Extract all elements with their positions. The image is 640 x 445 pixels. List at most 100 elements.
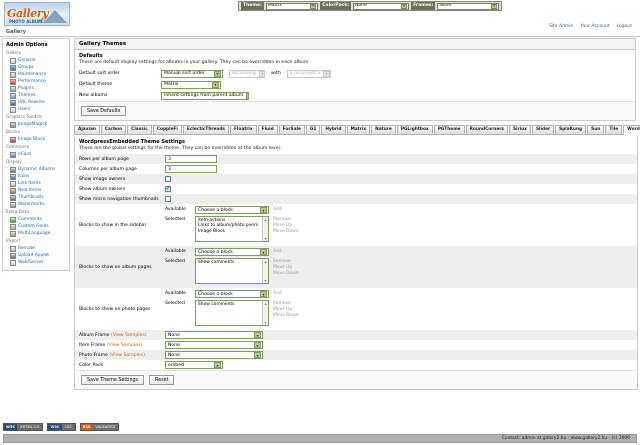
sidebar-item-new-items[interactable]: New Items xyxy=(5,187,67,194)
theme-toolbar-frames-select[interactable]: None ▾ xyxy=(437,2,499,10)
scroll-up-icon[interactable]: ▴ xyxy=(264,259,267,264)
album-blocks-add-button[interactable]: Add xyxy=(273,249,282,254)
photo-blocks-selected-list[interactable]: Show comments ▴ ▾ xyxy=(195,300,269,326)
theme-toolbar-colorpack-select[interactable]: None ▾ xyxy=(353,2,410,10)
reset-button[interactable]: Reset xyxy=(149,375,175,385)
sidebar-item-groups[interactable]: Groups xyxy=(5,64,67,71)
scrollbar[interactable]: ▴ ▾ xyxy=(262,259,268,283)
scroll-down-icon[interactable]: ▾ xyxy=(264,277,267,283)
photo-blocks-move-down-button[interactable]: Move Down xyxy=(273,313,299,318)
album-blocks-available-select[interactable]: Choose a block ▾ xyxy=(195,248,269,256)
album-blocks-move-up-button[interactable]: Move Up xyxy=(273,265,293,270)
tab-hybrid[interactable]: Hybrid xyxy=(321,124,346,134)
badge-rss[interactable]: RSS VALIDATED xyxy=(79,423,120,431)
tab-fluid[interactable]: Fluid xyxy=(257,124,278,134)
album-frame-select[interactable]: None ▾ xyxy=(165,331,263,339)
sort-preset-select[interactable]: a no preset a ▾ xyxy=(286,69,331,78)
sidebar-item-watermarks[interactable]: Watermarks xyxy=(5,201,67,208)
show-album-owners-checkbox[interactable]: ✔ xyxy=(165,185,171,192)
photo-blocks-add-button[interactable]: Add xyxy=(273,291,282,296)
sidebar-item-thumbnails[interactable]: Thumbnails xyxy=(5,194,67,201)
album-blocks-selected-list[interactable]: Show comments ▴ ▾ xyxy=(195,258,269,284)
tab-sun[interactable]: Sun xyxy=(587,124,605,134)
sidebar-item-performance[interactable]: Performance xyxy=(5,78,67,85)
sidebar-item-dynamic-albums[interactable]: Dynamic Albums xyxy=(5,166,67,173)
sidebar-item-plugins[interactable]: Plugins xyxy=(5,85,67,92)
photo-frame-view-samples-link[interactable]: (View Samples) xyxy=(109,352,145,358)
tab-siriux[interactable]: Siriux xyxy=(508,124,531,134)
tab-copplefi[interactable]: CoppleFi xyxy=(152,124,182,134)
photo-blocks-available-select[interactable]: Choose a block ▾ xyxy=(195,290,269,298)
photo-blocks-remove-button[interactable]: Remove xyxy=(273,301,291,306)
scroll-down-icon[interactable]: ▾ xyxy=(264,319,267,325)
sidebar-item-multilanguage[interactable]: MultiLanguage xyxy=(5,230,67,237)
sidebar-item-remote[interactable]: Remote xyxy=(5,245,67,252)
tab-splakung[interactable]: SplaKung xyxy=(555,124,587,134)
sidebar-blocks-available-select[interactable]: Choose a block ▾ xyxy=(195,206,269,214)
scrollbar[interactable]: ▴ ▾ xyxy=(262,217,268,241)
photo-frame-select[interactable]: None ▾ xyxy=(165,351,263,359)
sidebar-item-themes[interactable]: Themes xyxy=(5,92,67,99)
tab-tile[interactable]: Tile xyxy=(605,124,623,134)
sidebar-blocks-remove-button[interactable]: Remove xyxy=(273,217,291,222)
color-pack-select[interactable]: embed ▾ xyxy=(165,361,223,369)
nav-site-admin[interactable]: Site Admin xyxy=(548,24,574,29)
album-frame-view-samples-link[interactable]: (View Samples) xyxy=(110,332,147,338)
tab-matrix[interactable]: Matrix xyxy=(346,124,371,134)
sidebar-item-users[interactable]: Users xyxy=(5,106,67,113)
sidebar-blocks-move-up-button[interactable]: Move Up xyxy=(273,223,293,228)
scroll-up-icon[interactable]: ▴ xyxy=(264,217,267,222)
tab-nature[interactable]: Nature xyxy=(371,124,396,134)
columns-per-album-page-input[interactable]: 3 xyxy=(165,165,217,173)
sidebar-blocks-selected-list[interactable]: item-actions Links to album/photo peers … xyxy=(195,216,269,242)
list-item[interactable]: Show comments xyxy=(198,260,235,265)
breadcrumb[interactable]: Gallery xyxy=(6,29,27,35)
photo-blocks-move-up-button[interactable]: Move Up xyxy=(273,307,293,312)
item-frame-view-samples-link[interactable]: (View Samples) xyxy=(106,342,143,348)
sidebar-item-ecard[interactable]: eCard xyxy=(5,151,67,158)
sidebar-item-imagemagick[interactable]: ImageMagick xyxy=(5,121,67,128)
tab-wordpressembedded[interactable]: WordpressEmbedded xyxy=(623,124,640,135)
tab-roundcorners[interactable]: RoundCorners xyxy=(465,124,508,134)
tab-slider[interactable]: Slider xyxy=(531,124,555,134)
theme-toolbar-theme-select[interactable]: Matrix ▾ xyxy=(265,2,319,10)
sidebar-item-upload-applet[interactable]: Upload Applet xyxy=(5,252,67,259)
tab-g1[interactable]: G1 xyxy=(305,124,321,134)
scroll-down-icon[interactable]: ▾ xyxy=(264,235,267,241)
album-blocks-remove-button[interactable]: Remove xyxy=(273,259,291,264)
sidebar-item-comments[interactable]: Comments xyxy=(5,216,67,223)
sidebar-item-url-rewrite[interactable]: URL Rewrite xyxy=(5,99,67,106)
scroll-up-icon[interactable]: ▴ xyxy=(264,301,267,306)
default-sort-order-select[interactable]: Manual sort order ▾ xyxy=(161,69,223,78)
save-theme-settings-button[interactable]: Save Theme Settings xyxy=(81,375,145,385)
sidebar-blocks-add-button[interactable]: Add xyxy=(273,207,282,212)
sidebar-item-image-block[interactable]: Image Block xyxy=(5,136,67,143)
gallery-logo[interactable]: Gallery PHOTO ALBUM xyxy=(4,2,70,26)
album-blocks-move-down-button[interactable]: Move Down xyxy=(273,271,299,276)
list-item[interactable]: item-actions xyxy=(198,218,226,223)
sidebar-item-link-items[interactable]: Link Items xyxy=(5,180,67,187)
nav-your-account[interactable]: Your Account xyxy=(580,24,610,29)
list-item[interactable]: Links to album/photo peers xyxy=(198,223,259,229)
sidebar-blocks-move-down-button[interactable]: Move Down xyxy=(273,229,299,234)
sidebar-item-web-server[interactable]: Web/Server xyxy=(5,259,67,266)
badge-css[interactable]: W3C CSS xyxy=(47,423,76,431)
tab-pglightbox[interactable]: PGLightbox xyxy=(396,124,433,134)
list-item[interactable]: Show comments xyxy=(198,302,235,307)
list-item[interactable]: Image Block xyxy=(198,228,226,234)
sidebar-item-maintenance[interactable]: Maintenance xyxy=(5,71,67,78)
show-image-owners-checkbox[interactable] xyxy=(165,176,171,182)
show-micro-nav-checkbox[interactable] xyxy=(165,196,171,202)
tab-carbon[interactable]: Carbon xyxy=(100,124,127,134)
default-theme-select[interactable]: Matrix ▾ xyxy=(161,80,221,89)
new-albums-select[interactable]: Inherit settings from parent album ▾ xyxy=(161,91,249,100)
tab-classic[interactable]: Classic xyxy=(127,124,152,134)
sort-direction-select[interactable]: Ascending ▾ xyxy=(229,69,265,78)
save-defaults-button[interactable]: Save Defaults xyxy=(81,106,127,116)
sidebar-item-custom-fields[interactable]: Custom Fields xyxy=(5,223,67,230)
sidebar-item-icons[interactable]: Icons xyxy=(5,173,67,180)
item-frame-select[interactable]: None ▾ xyxy=(165,341,263,349)
tab-ajaxian[interactable]: Ajaxian xyxy=(74,124,100,134)
tab-eclecticthreads[interactable]: EclecticThreads xyxy=(182,124,229,134)
nav-logout[interactable]: Logout xyxy=(616,24,632,29)
